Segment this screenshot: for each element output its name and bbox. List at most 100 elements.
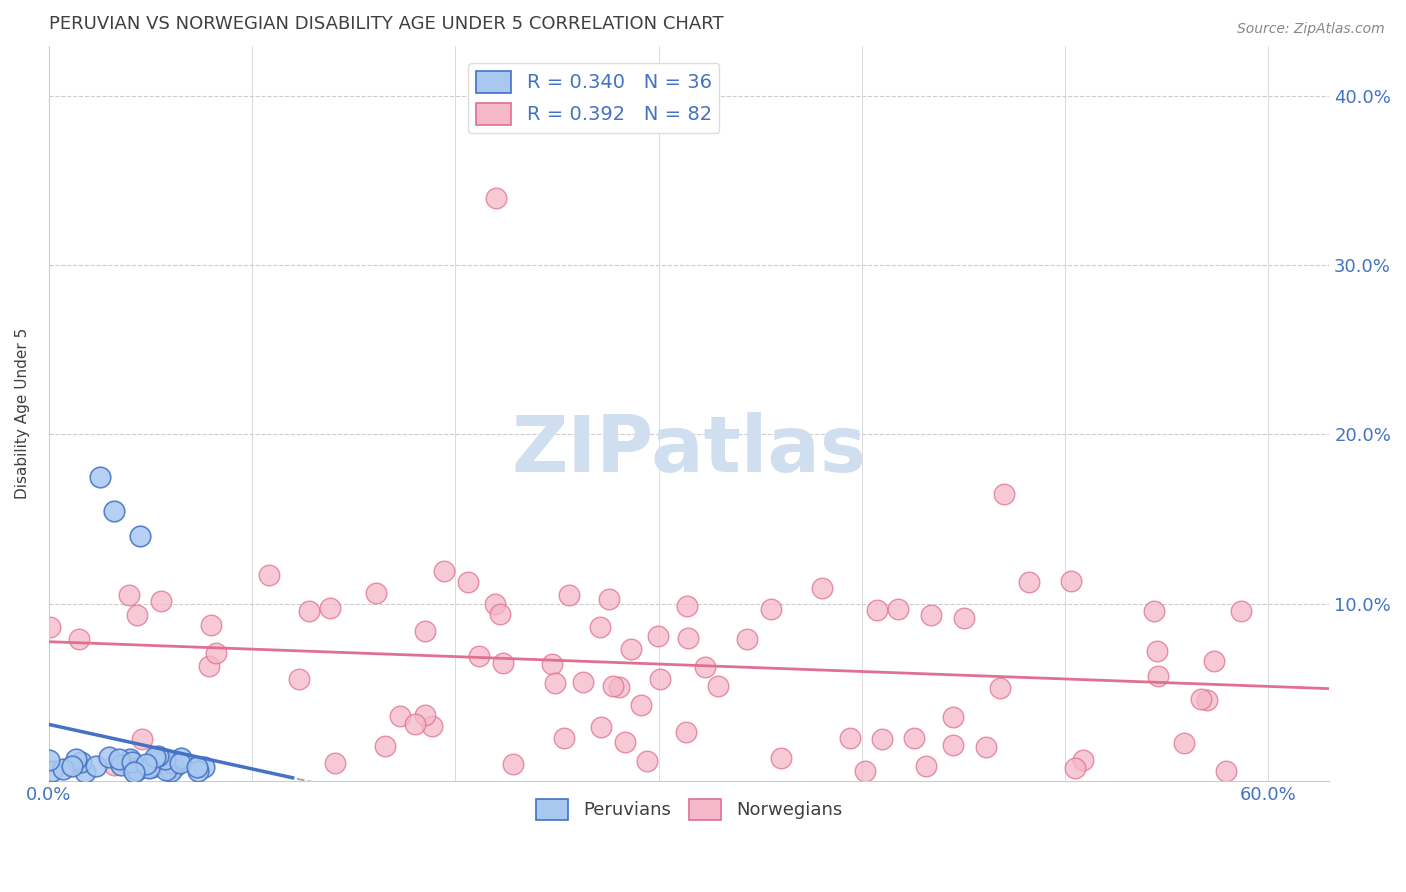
Point: [118, 751, 141, 765]
Point: [186, 759, 208, 773]
Point: [413, 624, 436, 639]
Point: [1073, 753, 1095, 767]
Point: [138, 761, 160, 775]
Point: [138, 760, 160, 774]
Point: [420, 719, 443, 733]
Point: [70, 755, 93, 769]
Point: [988, 681, 1011, 696]
Point: [870, 732, 893, 747]
Point: [457, 574, 479, 589]
Point: [544, 676, 567, 690]
Point: [853, 764, 876, 778]
Point: [153, 752, 176, 766]
Point: [887, 601, 910, 615]
Point: [129, 529, 152, 543]
Point: [121, 756, 143, 770]
Point: [125, 763, 148, 777]
Point: [675, 725, 697, 739]
Point: [993, 486, 1015, 500]
Point: [121, 760, 143, 774]
Point: [602, 679, 624, 693]
Point: [193, 759, 215, 773]
Point: [38, 753, 60, 767]
Point: [135, 756, 157, 771]
Point: [502, 757, 524, 772]
Point: [1197, 693, 1219, 707]
Point: [589, 720, 612, 734]
Point: [541, 657, 564, 672]
Point: [118, 588, 141, 602]
Point: [636, 754, 658, 768]
Point: [103, 503, 125, 517]
Point: [159, 764, 181, 778]
Point: [761, 601, 783, 615]
Point: [735, 632, 758, 646]
Point: [1189, 692, 1212, 706]
Point: [110, 757, 132, 772]
Point: [200, 617, 222, 632]
Point: [415, 708, 437, 723]
Point: [287, 672, 309, 686]
Point: [39, 620, 62, 634]
Point: [866, 603, 889, 617]
Point: [558, 588, 581, 602]
Legend: Peruvians, Norwegians: Peruvians, Norwegians: [529, 792, 849, 827]
Point: [1146, 644, 1168, 658]
Point: [1059, 574, 1081, 589]
Point: [389, 709, 412, 723]
Point: [607, 681, 630, 695]
Point: [1064, 761, 1087, 775]
Point: [108, 751, 131, 765]
Point: [1230, 604, 1253, 618]
Point: [468, 648, 491, 663]
Point: [915, 758, 938, 772]
Point: [676, 631, 699, 645]
Point: [1143, 604, 1166, 618]
Point: [170, 750, 193, 764]
Point: [325, 756, 347, 771]
Point: [204, 646, 226, 660]
Point: [404, 716, 426, 731]
Point: [485, 191, 508, 205]
Point: [706, 679, 728, 693]
Point: [98, 749, 121, 764]
Point: [920, 608, 942, 623]
Point: [839, 731, 862, 746]
Point: [942, 710, 965, 724]
Point: [150, 594, 173, 608]
Point: [103, 758, 125, 772]
Point: [75, 764, 97, 779]
Point: [67, 632, 90, 646]
Point: [149, 751, 172, 765]
Point: [131, 731, 153, 746]
Text: Source: ZipAtlas.com: Source: ZipAtlas.com: [1237, 22, 1385, 37]
Point: [613, 735, 636, 749]
Point: [125, 607, 148, 622]
Point: [492, 656, 515, 670]
Point: [197, 659, 219, 673]
Text: ZIPatlas: ZIPatlas: [512, 412, 866, 488]
Point: [489, 607, 512, 621]
Point: [953, 611, 976, 625]
Point: [942, 738, 965, 752]
Point: [187, 764, 209, 778]
Point: [143, 750, 166, 764]
Point: [84, 759, 107, 773]
Point: [366, 585, 388, 599]
Point: [598, 591, 620, 606]
Point: [257, 567, 280, 582]
Point: [484, 598, 506, 612]
Point: [811, 581, 834, 595]
Point: [572, 674, 595, 689]
Point: [169, 756, 191, 770]
Y-axis label: Disability Age Under 5: Disability Age Under 5: [15, 327, 30, 499]
Point: [1147, 669, 1170, 683]
Point: [433, 564, 456, 578]
Point: [122, 764, 145, 779]
Point: [589, 620, 612, 634]
Point: [41, 764, 63, 778]
Point: [974, 739, 997, 754]
Point: [903, 731, 925, 746]
Text: PERUVIAN VS NORWEGIAN DISABILITY AGE UNDER 5 CORRELATION CHART: PERUVIAN VS NORWEGIAN DISABILITY AGE UND…: [49, 15, 723, 33]
Point: [52, 762, 75, 776]
